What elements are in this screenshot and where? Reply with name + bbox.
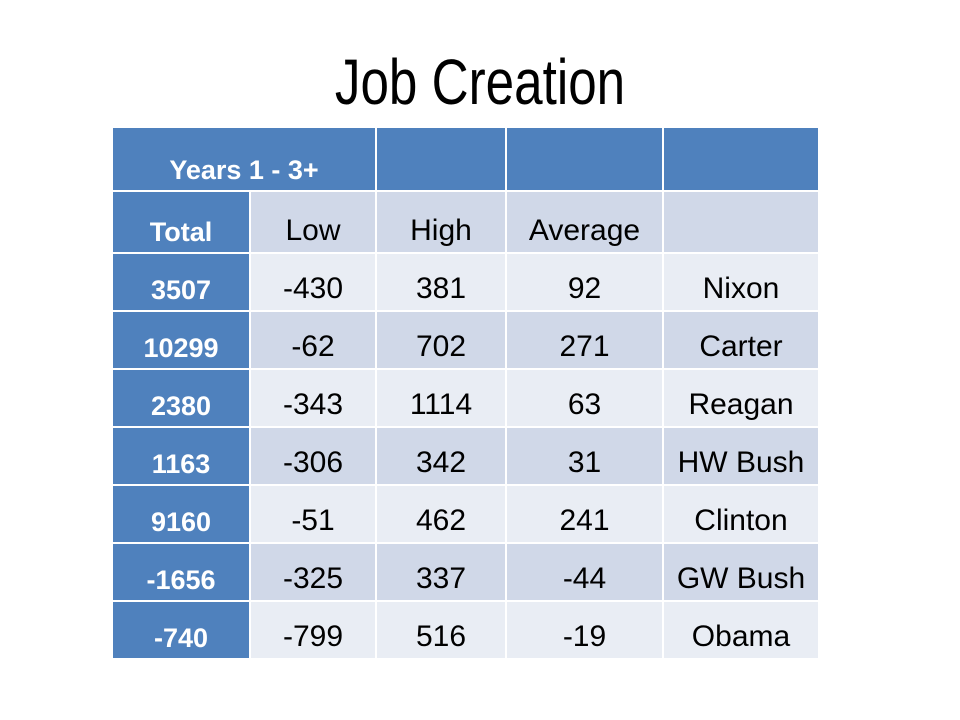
average-cell: 92 (505, 252, 664, 312)
average-cell: 241 (505, 484, 664, 544)
column-header-high: High (375, 190, 507, 254)
low-cell: -306 (249, 426, 377, 486)
table-row-clinton: 9160 -51 462 241 Clinton (111, 484, 820, 544)
high-cell: 1114 (375, 368, 507, 428)
president-cell: Carter (662, 310, 820, 370)
table-container: Years 1 - 3+ Total Low High Average 3507… (111, 126, 820, 660)
years-header-spacer-cell-3 (662, 126, 820, 192)
high-cell: 342 (375, 426, 507, 486)
average-cell: -19 (505, 600, 664, 660)
total-cell: 1163 (111, 426, 251, 486)
president-cell: Nixon (662, 252, 820, 312)
table-row-hw-bush: 1163 -306 342 31 HW Bush (111, 426, 820, 486)
average-cell: 271 (505, 310, 664, 370)
total-cell: 3507 (111, 252, 251, 312)
president-cell: Reagan (662, 368, 820, 428)
average-cell: 31 (505, 426, 664, 486)
president-cell: HW Bush (662, 426, 820, 486)
table-column-header-row: Total Low High Average (111, 190, 820, 254)
table-row-nixon: 3507 -430 381 92 Nixon (111, 252, 820, 312)
total-cell: -740 (111, 600, 251, 660)
table-row-gw-bush: -1656 -325 337 -44 GW Bush (111, 542, 820, 602)
column-header-total: Total (111, 190, 251, 254)
table-row-obama: -740 -799 516 -19 Obama (111, 600, 820, 660)
table-header-row-years: Years 1 - 3+ (111, 126, 820, 192)
table-row-carter: 10299 -62 702 271 Carter (111, 310, 820, 370)
low-cell: -325 (249, 542, 377, 602)
high-cell: 516 (375, 600, 507, 660)
low-cell: -430 (249, 252, 377, 312)
column-header-average: Average (505, 190, 664, 254)
low-cell: -51 (249, 484, 377, 544)
total-cell: -1656 (111, 542, 251, 602)
total-cell: 9160 (111, 484, 251, 544)
job-creation-table: Years 1 - 3+ Total Low High Average 3507… (111, 126, 820, 660)
total-cell: 2380 (111, 368, 251, 428)
president-cell: GW Bush (662, 542, 820, 602)
high-cell: 337 (375, 542, 507, 602)
column-header-low: Low (249, 190, 377, 254)
years-span-header-cell: Years 1 - 3+ (111, 126, 377, 192)
average-cell: -44 (505, 542, 664, 602)
average-cell: 63 (505, 368, 664, 428)
low-cell: -343 (249, 368, 377, 428)
president-cell: Clinton (662, 484, 820, 544)
high-cell: 702 (375, 310, 507, 370)
table-row-reagan: 2380 -343 1114 63 Reagan (111, 368, 820, 428)
total-cell: 10299 (111, 310, 251, 370)
years-header-spacer-cell-2 (505, 126, 664, 192)
slide-title: Job Creation (334, 46, 626, 118)
president-cell: Obama (662, 600, 820, 660)
low-cell: -799 (249, 600, 377, 660)
high-cell: 381 (375, 252, 507, 312)
years-header-spacer-cell-1 (375, 126, 507, 192)
column-header-president (662, 190, 820, 254)
low-cell: -62 (249, 310, 377, 370)
high-cell: 462 (375, 484, 507, 544)
